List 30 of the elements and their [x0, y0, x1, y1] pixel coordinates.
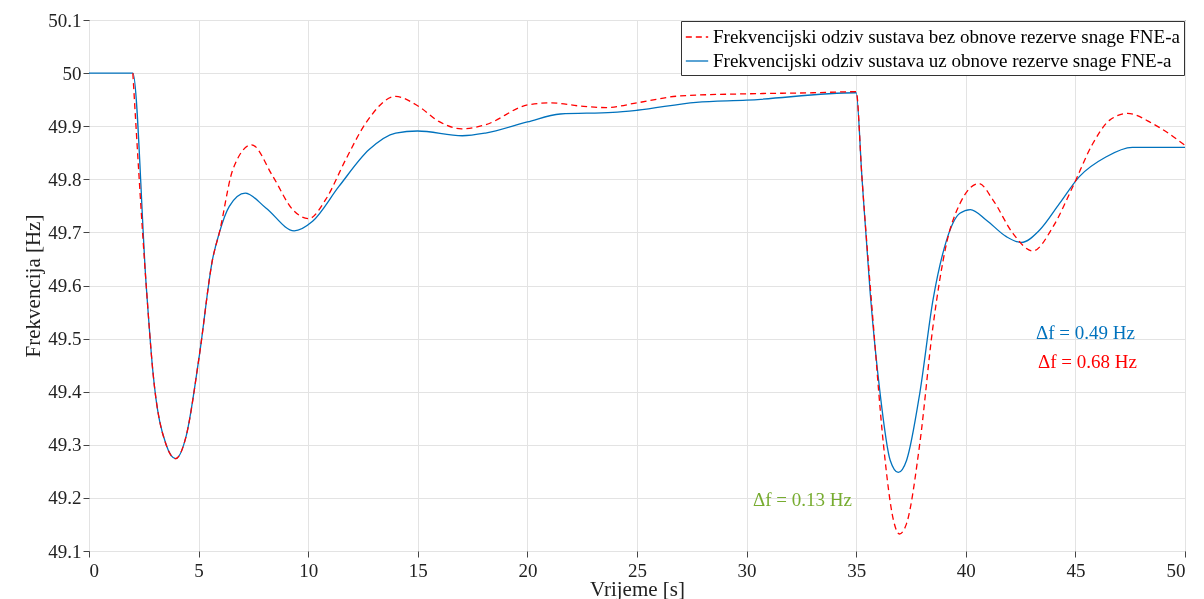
y-tick-label: 49.6 — [48, 275, 82, 296]
y-tick-label: 49.2 — [48, 487, 82, 509]
x-tick-label: 35 — [847, 559, 867, 581]
y-tick-label: 49.9 — [48, 115, 82, 137]
line-series — [132, 72, 1185, 535]
x-tick-label: 10 — [299, 559, 319, 581]
y-tick-label: 49.3 — [48, 434, 82, 456]
y-tick-label: 49.5 — [48, 328, 82, 350]
y-tick-label: 49.4 — [48, 381, 82, 403]
x-tick-label: 5 — [194, 559, 204, 581]
legend-label: Frekvencijski odziv sustava uz obnove rezerve snage FNE-a — [713, 50, 1173, 71]
annotation: Δf = 0.13 Hz — [753, 489, 852, 510]
y-tick-label: 49.8 — [48, 168, 82, 190]
line-series — [89, 72, 1185, 474]
x-tick-label: 20 — [518, 559, 538, 581]
legend-label: Frekvencijski odziv sustava bez obnove rezerve snage FNE-a — [713, 26, 1181, 47]
annotation: Δf = 0.49 Hz — [1036, 322, 1135, 343]
y-tick-label: 50.1 — [48, 9, 82, 31]
y-axis-title: Frekvencija [Hz] — [21, 214, 46, 358]
x-tick-label: 15 — [408, 559, 428, 581]
y-tick-label: 50 — [62, 62, 82, 84]
x-tick-label: 45 — [1066, 559, 1086, 581]
y-tick-label: 49.1 — [48, 540, 82, 562]
x-tick-label: 40 — [956, 559, 976, 581]
y-tick-label: 49.7 — [48, 221, 82, 243]
x-tick-label: 50 — [1166, 559, 1186, 581]
x-tick-label: 25 — [628, 559, 647, 581]
x-tick-label: 30 — [737, 559, 757, 581]
x-tick-label: 0 — [89, 559, 99, 581]
annotation: Δf = 0.68 Hz — [1038, 351, 1137, 372]
